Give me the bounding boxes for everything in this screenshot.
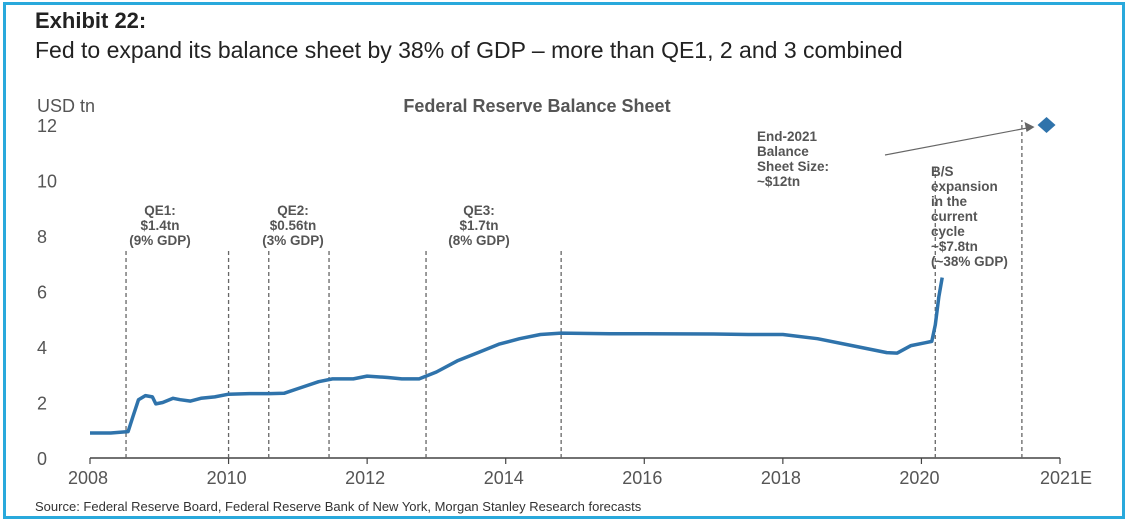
x-tick-label: 2018 <box>761 468 801 488</box>
y-tick-label: 8 <box>37 227 47 247</box>
y-axis-label: USD tn <box>37 96 95 116</box>
x-tick-label: 2016 <box>622 468 662 488</box>
annotation-text: expansion <box>931 179 998 194</box>
annotation-text: QE2: <box>277 203 309 218</box>
annotation-text: (9% GDP) <box>129 233 191 248</box>
annotation-text: (~38% GDP) <box>931 254 1008 269</box>
y-tick-label: 6 <box>37 283 47 303</box>
x-tick-label: 2012 <box>345 468 385 488</box>
y-tick-label: 0 <box>37 449 47 469</box>
chart-headline: Fed to expand its balance sheet by 38% o… <box>35 37 903 63</box>
annotation-text: current <box>931 209 978 224</box>
y-tick-label: 4 <box>37 338 47 358</box>
x-tick-label: 2010 <box>207 468 247 488</box>
annotation-text: $1.7tn <box>459 218 498 233</box>
annotation-text: ~$12tn <box>757 174 800 189</box>
y-tick-label: 12 <box>37 116 57 136</box>
forecast-arrowhead <box>1024 122 1035 132</box>
y-tick-label: 10 <box>37 172 57 192</box>
annotation-text: ~$7.8tn <box>931 239 978 254</box>
annotation-text: $1.4tn <box>140 218 179 233</box>
balance-sheet-line <box>90 277 944 435</box>
annotation-text: (8% GDP) <box>448 233 510 248</box>
annotation-text: $0.56tn <box>270 218 317 233</box>
annotation-text: Sheet Size: <box>757 159 829 174</box>
annotation-text: (3% GDP) <box>262 233 324 248</box>
x-tick-label: 2021E <box>1040 468 1092 488</box>
chart-title: Federal Reserve Balance Sheet <box>403 96 670 116</box>
annotation-text: QE3: <box>463 203 495 218</box>
annotation-text: in the <box>931 194 967 209</box>
x-tick-label: 2008 <box>68 468 108 488</box>
exhibit-frame <box>3 2 1125 519</box>
x-tick-label: 2014 <box>484 468 524 488</box>
forecast-point-marker <box>1037 117 1056 133</box>
annotation-text: Balance <box>757 144 809 159</box>
annotation-text: B/S <box>931 164 954 179</box>
exhibit-label: Exhibit 22: <box>35 8 147 33</box>
x-tick-label: 2020 <box>899 468 939 488</box>
y-tick-label: 2 <box>37 394 47 414</box>
forecast-arrow <box>884 126 1033 156</box>
annotation-text: End-2021 <box>757 129 818 144</box>
annotation-text: cycle <box>931 224 965 239</box>
annotation-text: QE1: <box>144 203 176 218</box>
source-note: Source: Federal Reserve Board, Federal R… <box>35 499 642 514</box>
